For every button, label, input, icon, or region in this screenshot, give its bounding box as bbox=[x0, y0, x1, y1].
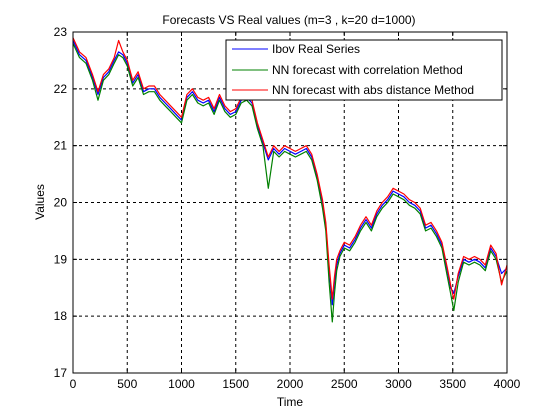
y-tick-label: 18 bbox=[54, 309, 68, 323]
x-tick-label: 3500 bbox=[439, 377, 466, 391]
series-line-0 bbox=[72, 40, 508, 306]
x-tick-label: 2500 bbox=[331, 377, 358, 391]
axis-ticks: 0 500 1000 1500 2000 2500 3000 3500 4000 17 18 19 20… bbox=[54, 25, 521, 391]
y-tick-label: 23 bbox=[54, 25, 68, 39]
series-line-1 bbox=[72, 43, 508, 323]
legend: Ibov Real Series NN forecast with correl… bbox=[225, 39, 503, 101]
x-tick-label: 500 bbox=[117, 377, 137, 391]
y-tick-label: 19 bbox=[54, 252, 68, 266]
x-axis-label: Time bbox=[277, 395, 304, 409]
series-line-2 bbox=[72, 37, 508, 300]
x-tick-label: 4000 bbox=[494, 377, 521, 391]
y-tick-label: 20 bbox=[54, 196, 68, 210]
series-layer bbox=[72, 37, 508, 323]
legend-label-0: Ibov Real Series bbox=[272, 42, 360, 56]
x-tick-label: 1500 bbox=[222, 377, 249, 391]
y-tick-label: 22 bbox=[54, 82, 68, 96]
x-tick-label: 1000 bbox=[168, 377, 195, 391]
legend-label-2: NN forecast with abs distance Method bbox=[272, 83, 474, 97]
legend-box bbox=[225, 39, 503, 101]
x-tick-label: 3000 bbox=[385, 377, 412, 391]
y-axis-label: Values bbox=[33, 184, 47, 220]
x-tick-label: 0 bbox=[70, 377, 77, 391]
y-tick-label: 17 bbox=[54, 366, 68, 380]
legend-label-1: NN forecast with correlation Method bbox=[272, 63, 463, 77]
chart-title: Forecasts VS Real values (m=3 , k=20 d=1… bbox=[162, 13, 415, 27]
y-tick-label: 21 bbox=[54, 139, 68, 153]
x-tick-label: 2000 bbox=[277, 377, 304, 391]
